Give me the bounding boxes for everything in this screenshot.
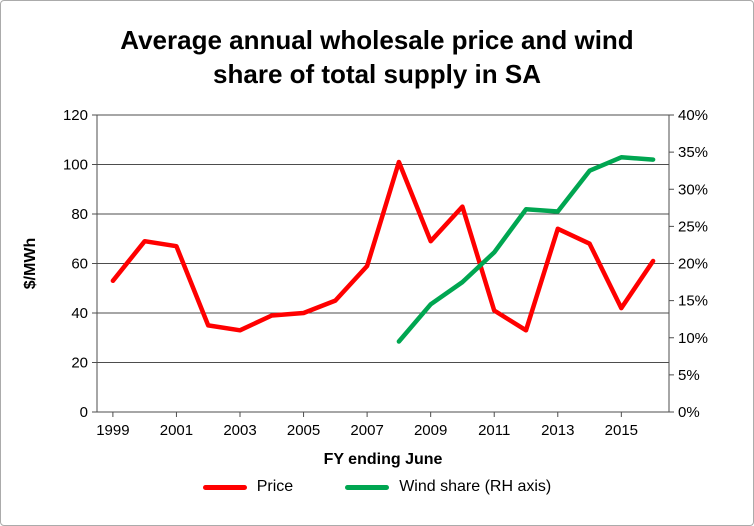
- legend-label-wind-share: Wind share (RH axis): [399, 478, 552, 495]
- chart-title: Average annual wholesale price and wind …: [1, 23, 753, 92]
- x-axis-title: FY ending June: [324, 451, 443, 468]
- right-axis-tick-label: 30%: [678, 181, 708, 198]
- legend-item-wind-share: Wind share (RH axis): [345, 478, 551, 496]
- wind-share-line-swatch: [345, 484, 390, 490]
- price-line: [110, 159, 656, 333]
- x-axis-tick-label: 2003: [223, 422, 256, 439]
- left-axis-tick-label: 120: [63, 107, 88, 124]
- x-axis-tick-label: 2013: [541, 422, 574, 439]
- right-axis-tick-label: 35%: [678, 144, 708, 161]
- left-axis-tick-label: 0: [80, 404, 88, 421]
- chart-title-line-2: share of total supply in SA: [213, 59, 541, 90]
- x-axis-tick-label: 2007: [350, 422, 383, 439]
- right-axis-tick-label: 0%: [678, 404, 700, 421]
- left-axis-tick-label: 60: [71, 256, 88, 273]
- wind-share-line: [396, 155, 656, 344]
- left-axis-tick-label: 20: [71, 355, 88, 372]
- right-axis-tick-label: 5%: [678, 367, 700, 384]
- x-axis-tick-label: 1999: [96, 422, 129, 439]
- legend: Price Wind share (RH axis): [1, 478, 753, 496]
- x-axis-tick-label: 2005: [287, 422, 320, 439]
- left-axis-tick-label: 80: [71, 206, 88, 223]
- legend-label-price: Price: [256, 478, 294, 495]
- left-axis-tick-label: 40: [71, 305, 88, 322]
- x-axis-tick-label: 2001: [160, 422, 193, 439]
- x-axis-tick-label: 2011: [478, 422, 510, 439]
- x-axis-tick-label: 2015: [605, 422, 638, 439]
- x-axis-tick-label: 2009: [414, 422, 447, 439]
- right-axis-tick-label: 25%: [678, 218, 708, 235]
- chart-title-line-1: Average annual wholesale price and wind: [120, 25, 634, 55]
- right-axis-tick-label: 40%: [678, 107, 708, 124]
- right-axis-tick-label: 15%: [678, 293, 708, 310]
- left-axis-tick-label: 100: [63, 157, 88, 174]
- right-axis-tick-label: 20%: [678, 256, 708, 273]
- legend-item-price: Price: [202, 478, 294, 496]
- y-axis-title: $/MWh: [22, 238, 39, 290]
- right-axis-tick-label: 10%: [678, 330, 708, 347]
- price-line-swatch: [202, 484, 247, 490]
